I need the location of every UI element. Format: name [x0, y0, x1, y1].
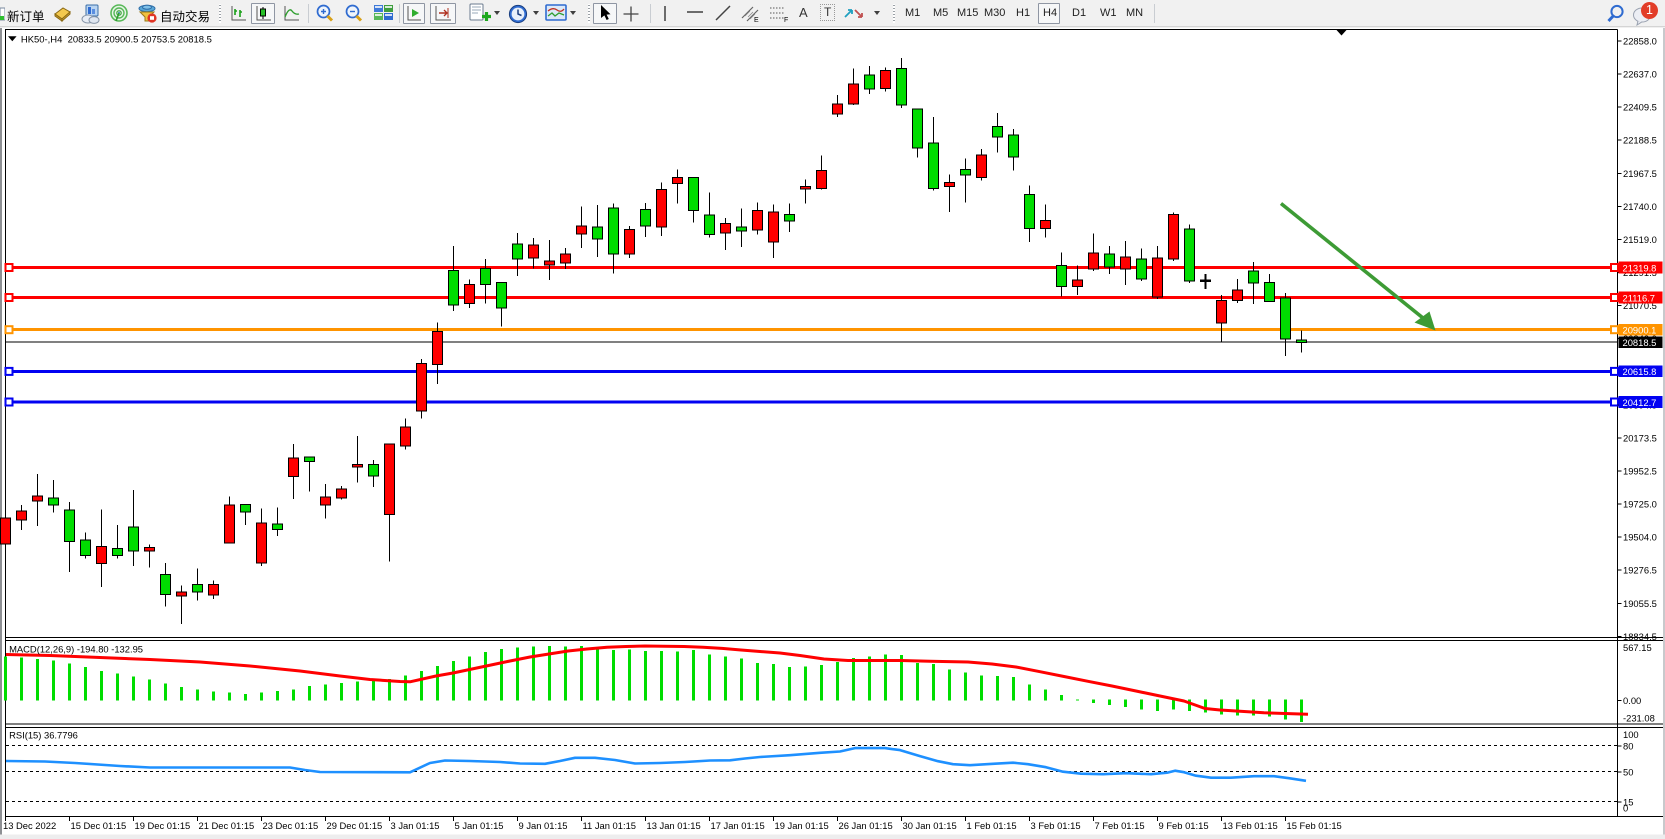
svg-text:21967.5: 21967.5 [1623, 168, 1657, 179]
svg-text:19055.5: 19055.5 [1623, 598, 1657, 609]
svg-text:21319.8: 21319.8 [1623, 262, 1657, 273]
svg-text:20412.7: 20412.7 [1623, 397, 1657, 408]
svg-text:23 Dec 01:15: 23 Dec 01:15 [263, 820, 319, 831]
svg-text:19 Dec 01:15: 19 Dec 01:15 [135, 820, 191, 831]
svg-text:1 Feb 01:15: 1 Feb 01:15 [967, 820, 1017, 831]
svg-text:F: F [784, 17, 788, 24]
svg-text:19276.5: 19276.5 [1623, 565, 1657, 576]
svg-text:3 Feb 01:15: 3 Feb 01:15 [1031, 820, 1081, 831]
svg-text:0: 0 [1623, 803, 1628, 814]
svg-text:MACD(12,26,9) -194.80 -132.95: MACD(12,26,9) -194.80 -132.95 [9, 644, 143, 655]
svg-text:11 Jan 01:15: 11 Jan 01:15 [583, 820, 637, 831]
svg-text:20615.8: 20615.8 [1623, 366, 1657, 377]
svg-text:22637.0: 22637.0 [1623, 69, 1657, 80]
svg-text:13 Dec 2022: 13 Dec 2022 [3, 820, 56, 831]
svg-text:29 Dec 01:15: 29 Dec 01:15 [327, 820, 383, 831]
svg-text:15 Dec 01:15: 15 Dec 01:15 [71, 820, 127, 831]
svg-text:21 Dec 01:15: 21 Dec 01:15 [199, 820, 255, 831]
svg-text:0.00: 0.00 [1623, 695, 1641, 706]
svg-text:80: 80 [1623, 741, 1633, 752]
svg-text:17 Jan 01:15: 17 Jan 01:15 [711, 820, 765, 831]
svg-text:15 Feb 01:15: 15 Feb 01:15 [1287, 820, 1342, 831]
svg-text:3 Jan 01:15: 3 Jan 01:15 [391, 820, 440, 831]
svg-text:13 Feb 01:15: 13 Feb 01:15 [1223, 820, 1278, 831]
svg-text:50: 50 [1623, 767, 1633, 778]
svg-text:20818.5: 20818.5 [1623, 337, 1657, 348]
svg-text:30 Jan 01:15: 30 Jan 01:15 [903, 820, 957, 831]
svg-text:7 Feb 01:15: 7 Feb 01:15 [1095, 820, 1145, 831]
svg-text:19504.0: 19504.0 [1623, 532, 1657, 543]
svg-text:22409.5: 22409.5 [1623, 102, 1657, 113]
svg-text:567.15: 567.15 [1623, 642, 1652, 653]
svg-text:18834.5: 18834.5 [1623, 631, 1657, 642]
svg-text:15: 15 [1623, 797, 1633, 808]
svg-text:HK50-,H4 20833.5 20900.5 2075: HK50-,H4 20833.5 20900.5 20753.5 20818.5 [21, 34, 212, 45]
svg-text:20900.1: 20900.1 [1623, 325, 1657, 336]
svg-text:19725.0: 19725.0 [1623, 499, 1657, 510]
svg-text:21116.7: 21116.7 [1623, 292, 1656, 303]
svg-text:21519.0: 21519.0 [1623, 234, 1657, 245]
svg-text:22188.5: 22188.5 [1623, 135, 1657, 146]
svg-text:21070.5: 21070.5 [1623, 300, 1657, 311]
svg-text:19 Jan 01:15: 19 Jan 01:15 [775, 820, 829, 831]
svg-text:20173.5: 20173.5 [1623, 432, 1657, 443]
svg-text:5 Jan 01:15: 5 Jan 01:15 [455, 820, 504, 831]
svg-text:-231.08: -231.08 [1623, 712, 1655, 723]
svg-text:26 Jan 01:15: 26 Jan 01:15 [839, 820, 893, 831]
svg-text:21740.0: 21740.0 [1623, 201, 1657, 212]
svg-text:9 Feb 01:15: 9 Feb 01:15 [1159, 820, 1209, 831]
svg-text:19952.5: 19952.5 [1623, 466, 1657, 477]
svg-text:13 Jan 01:15: 13 Jan 01:15 [647, 820, 701, 831]
svg-text:9 Jan 01:15: 9 Jan 01:15 [519, 820, 568, 831]
svg-text:E: E [754, 17, 759, 24]
svg-text:100: 100 [1623, 729, 1639, 740]
svg-text:RSI(15) 36.7796: RSI(15) 36.7796 [9, 730, 78, 741]
svg-text:22858.0: 22858.0 [1623, 36, 1657, 47]
